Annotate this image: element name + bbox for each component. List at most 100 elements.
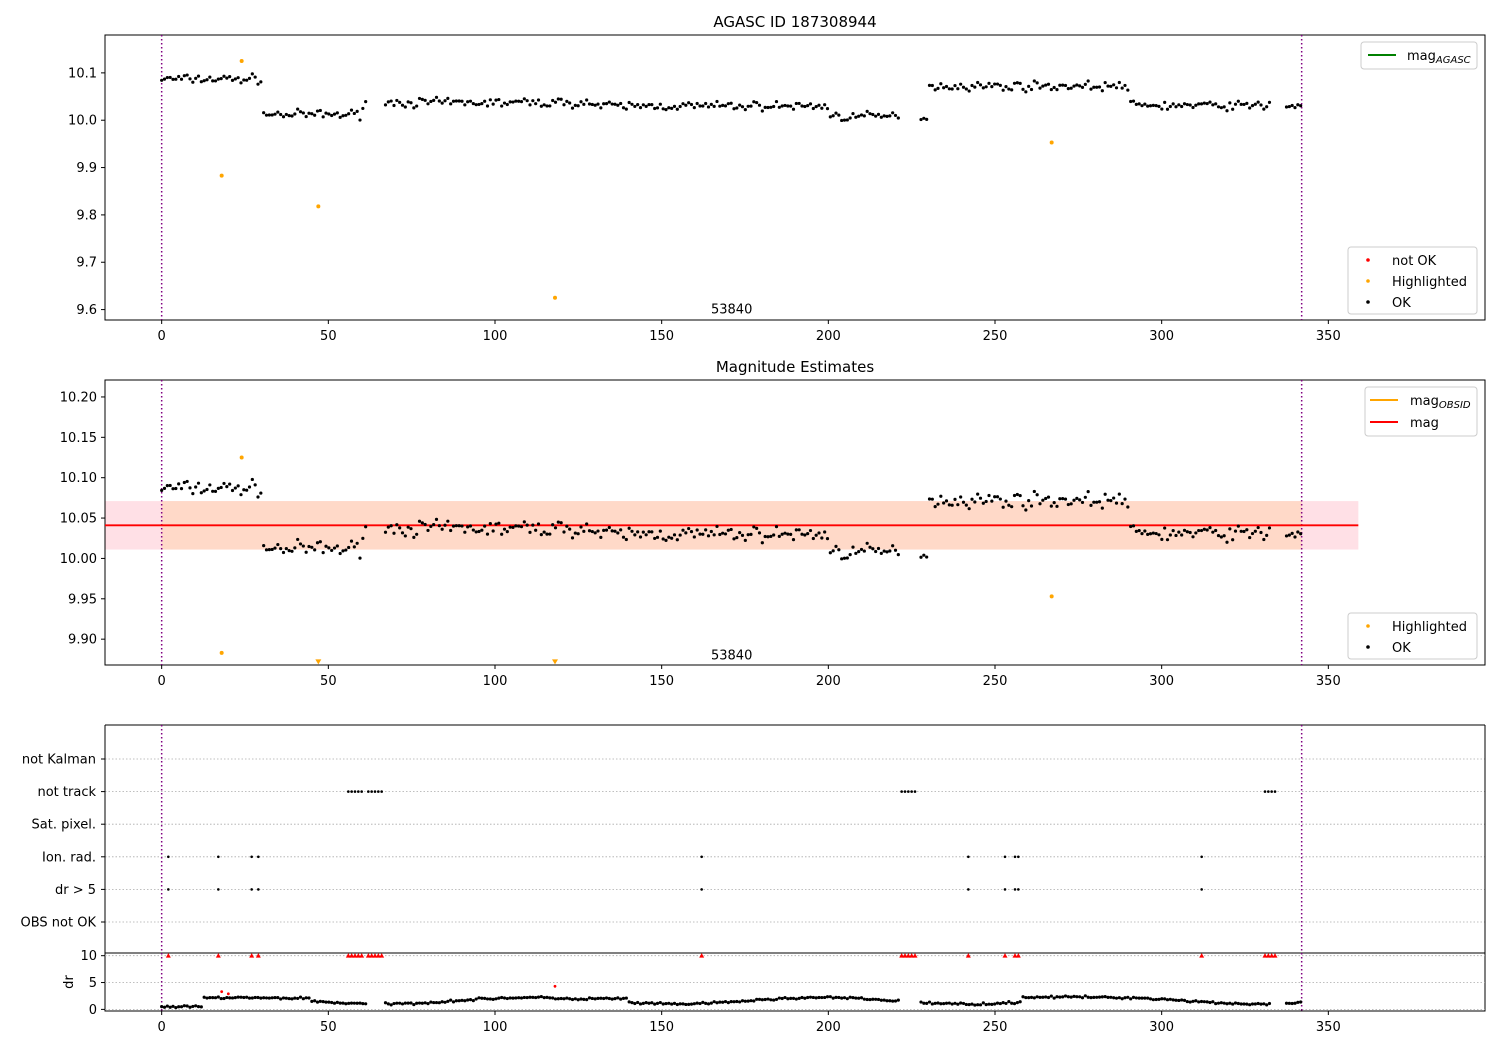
data-point: [993, 1002, 997, 1006]
data-point: [165, 484, 169, 488]
data-point: [1188, 530, 1192, 535]
x-tick-label: 100: [483, 329, 508, 344]
data-point: [789, 996, 793, 1000]
data-point: [179, 77, 184, 81]
flag-point: [1273, 790, 1277, 793]
data-point: [293, 112, 297, 116]
data-point: [559, 97, 563, 101]
data-point: [551, 98, 555, 103]
data-point: [823, 995, 827, 1000]
data-point: [831, 996, 835, 1000]
highlighted-point: [219, 650, 224, 655]
data-point: [1120, 502, 1124, 506]
x-tick-label: 100: [483, 1020, 508, 1035]
data-point: [602, 102, 606, 106]
ok-points: [160, 72, 1303, 123]
data-point: [956, 503, 960, 507]
data-point: [505, 996, 509, 1001]
y-tick-label: 10: [80, 949, 97, 964]
data-point: [735, 536, 739, 540]
data-point: [228, 75, 232, 79]
data-point: [1086, 995, 1090, 999]
data-point: [1197, 102, 1201, 106]
clipped-marker: [215, 953, 221, 958]
data-point: [247, 76, 252, 80]
y-tick-label: 9.9: [76, 161, 97, 176]
data-point: [857, 996, 861, 1000]
data-point: [1109, 499, 1113, 503]
data-point: [449, 528, 453, 533]
flag-point: [217, 855, 220, 859]
data-point: [811, 536, 815, 541]
data-point: [950, 87, 954, 91]
data-point: [732, 1000, 736, 1004]
data-point: [1177, 103, 1181, 107]
data-point: [432, 98, 436, 102]
data-point: [619, 101, 623, 106]
data-point: [327, 1000, 331, 1004]
data-point: [1143, 996, 1147, 1000]
data-point: [709, 1001, 713, 1005]
data-point: [508, 996, 512, 1000]
data-point: [1106, 995, 1110, 999]
data-point: [726, 528, 730, 532]
data-point: [182, 1004, 186, 1008]
data-point: [1106, 84, 1110, 88]
flag-point: [217, 888, 220, 891]
data-point: [315, 109, 320, 113]
data-point: [1299, 1000, 1303, 1004]
data-point: [525, 99, 529, 103]
data-point: [777, 996, 781, 1000]
data-point: [789, 104, 793, 108]
data-point: [961, 1001, 966, 1006]
data-point: [944, 1001, 949, 1005]
y-tick-label: 0: [89, 1003, 97, 1018]
clipped-marker: [349, 953, 355, 958]
data-point: [301, 111, 305, 115]
data-point: [1214, 1002, 1218, 1006]
data-point: [1078, 84, 1082, 88]
offscale-marker: [315, 659, 322, 665]
data-point: [236, 995, 240, 999]
data-point: [1114, 86, 1119, 90]
data-point: [845, 997, 849, 1001]
data-point: [777, 105, 781, 109]
data-point: [273, 112, 277, 116]
data-point: [1007, 1000, 1011, 1004]
data-point: [565, 996, 569, 1000]
data-point: [1015, 1001, 1019, 1005]
data-point: [1174, 533, 1178, 538]
data-point: [1032, 489, 1036, 494]
data-point: [293, 546, 297, 550]
flag-point: [1003, 888, 1007, 891]
data-point: [763, 997, 767, 1002]
data-point: [491, 102, 495, 106]
data-point: [1120, 997, 1124, 1001]
data-point: [364, 1002, 368, 1006]
data-point: [1032, 996, 1036, 1000]
data-point: [219, 996, 223, 1001]
data-point: [267, 996, 271, 1000]
data-point: [715, 524, 719, 529]
data-point: [1259, 530, 1263, 535]
data-point: [1038, 502, 1042, 506]
x-tick-label: 250: [983, 329, 1008, 344]
data-point: [525, 523, 529, 527]
legend-marker: [1366, 258, 1370, 262]
data-point: [976, 492, 980, 496]
flag-point: [1013, 855, 1017, 859]
data-point: [794, 101, 798, 106]
data-point: [596, 996, 600, 1001]
data-point: [194, 76, 198, 80]
data-point: [273, 995, 277, 1000]
data-point: [706, 534, 711, 538]
data-point: [738, 1000, 742, 1004]
data-point: [712, 1000, 716, 1004]
data-point: [667, 1001, 671, 1005]
data-point: [1041, 498, 1045, 502]
data-point: [590, 996, 594, 1001]
data-point: [715, 99, 719, 104]
data-point: [347, 545, 351, 550]
data-point: [191, 491, 195, 496]
data-point: [1103, 80, 1107, 85]
